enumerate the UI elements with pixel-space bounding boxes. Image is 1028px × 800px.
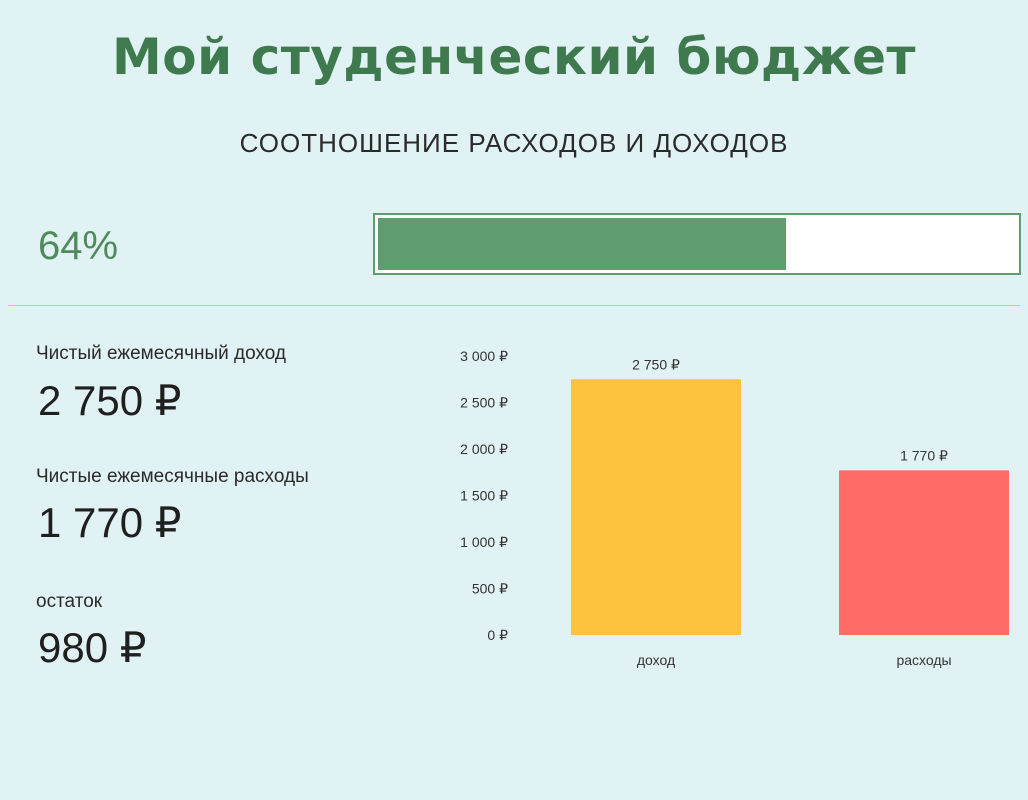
data-label: 2 750 ₽ — [632, 356, 680, 372]
income-value: 2 750 ₽ — [38, 377, 182, 424]
ratio-progress-bar — [373, 213, 1021, 275]
bar-доход — [571, 379, 741, 635]
remainder-label: остаток — [36, 591, 103, 612]
page-title: Мой студенческий бюджет — [112, 28, 916, 86]
ratio-percent: 64% — [38, 224, 119, 268]
y-tick-label: 0 ₽ — [487, 627, 508, 643]
income-label: Чистый ежемесячный доход — [36, 343, 286, 364]
y-tick-label: 3 000 ₽ — [460, 348, 508, 364]
bar-расходы — [839, 470, 1009, 635]
ratio-progress-fill — [378, 218, 786, 270]
y-tick-label: 1 000 ₽ — [460, 534, 508, 550]
page-subtitle: СООТНОШЕНИЕ РАСХОДОВ И ДОХОДОВ — [239, 128, 789, 158]
data-label: 1 770 ₽ — [900, 447, 948, 463]
section-divider — [8, 305, 1020, 306]
expenses-label: Чистые ежемесячные расходы — [36, 466, 309, 487]
y-tick-label: 1 500 ₽ — [460, 488, 508, 504]
remainder-value: 980 ₽ — [38, 624, 147, 671]
y-tick-label: 2 500 ₽ — [460, 395, 508, 411]
category-label: доход — [637, 652, 675, 668]
y-tick-label: 500 ₽ — [472, 581, 508, 597]
y-tick-label: 2 000 ₽ — [460, 441, 508, 457]
expenses-value: 1 770 ₽ — [38, 499, 182, 546]
category-label: расходы — [896, 652, 951, 668]
